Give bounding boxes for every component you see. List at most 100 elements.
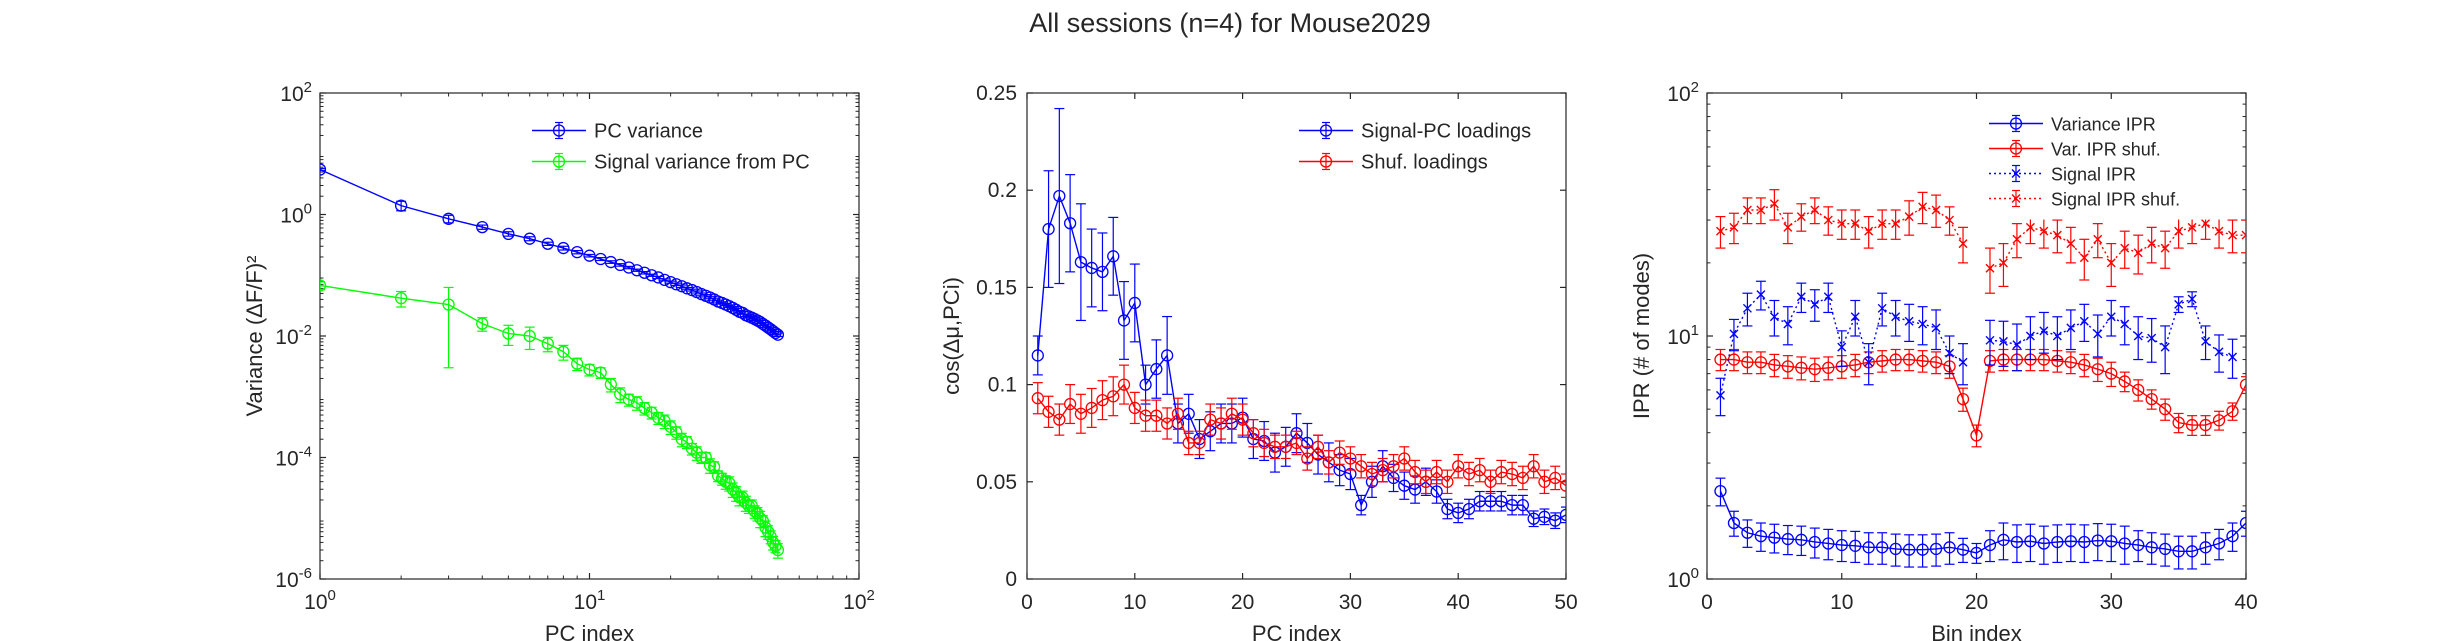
data-point (2078, 535, 2091, 549)
data-point (1193, 436, 1206, 450)
y-axis-label: Variance (ΔF/F)² (242, 256, 267, 417)
series-line (1720, 202, 2246, 269)
data-point (1516, 498, 1530, 512)
data-point (2037, 537, 2051, 550)
data-point (1985, 335, 1995, 345)
data-point (2039, 326, 2049, 336)
data-point (1756, 290, 1766, 300)
data-point (1549, 471, 1562, 485)
figure-title: All sessions (n=4) for Mouse2029 (1029, 8, 1431, 38)
data-point (1139, 378, 1152, 391)
x-tick-label: 0 (1701, 591, 1713, 614)
data-point (1074, 255, 1088, 269)
data-point (1958, 357, 1968, 367)
data-point (652, 271, 665, 284)
legend-marker (2011, 169, 2021, 178)
legend: PC variance Signal variance from PC (521, 102, 848, 190)
data-point (1031, 392, 1044, 405)
data-point (1729, 329, 1739, 339)
data-point (2160, 243, 2170, 253)
data-point (394, 291, 408, 305)
data-point (1096, 394, 1109, 407)
data-point (2226, 405, 2239, 418)
data-point (1074, 407, 1088, 420)
legend-marker (2011, 194, 2021, 203)
x-tick-label: 20 (1965, 591, 1988, 614)
x-axis-label: PC index (545, 621, 634, 641)
data-point (1970, 429, 1983, 442)
data-point (604, 255, 617, 269)
data-point (1247, 427, 1260, 440)
data-point (1160, 349, 1174, 362)
data-point (2079, 253, 2089, 263)
data-point (1462, 502, 1476, 516)
data-point (2025, 331, 2035, 341)
data-point (2025, 222, 2035, 232)
y-axis-label: cos(Δμ,PCi) (939, 277, 964, 395)
series-line (1720, 358, 2246, 439)
data-point (2145, 392, 2158, 406)
data-point (523, 329, 536, 343)
plot-area (320, 163, 785, 559)
data-point (1333, 446, 1346, 459)
data-point (1559, 479, 1566, 492)
data-point (523, 232, 536, 245)
data-point (1236, 413, 1249, 426)
data-point (1902, 353, 1916, 366)
x-tick-label: 100 (304, 587, 336, 614)
data-point (1983, 538, 1997, 552)
series-2 (320, 279, 785, 559)
data-point (1916, 543, 1929, 556)
y-tick-label: 10-4 (275, 444, 312, 471)
data-point (622, 261, 636, 274)
data-point (2024, 535, 2037, 548)
data-point (1322, 456, 1335, 469)
data-point (2241, 230, 2246, 240)
data-point (1452, 460, 1465, 473)
data-point (699, 451, 712, 464)
data-point (2158, 542, 2172, 556)
y-tick-label: 0.05 (976, 471, 1017, 494)
data-point (2147, 239, 2157, 249)
legend: Variance IPR Var. IPR shuf. Signal IPR Sign… (1978, 102, 2235, 220)
data-point (2214, 226, 2224, 236)
data-point (1850, 312, 1860, 322)
data-point (1376, 463, 1389, 477)
data-point (658, 273, 671, 287)
data-point (502, 327, 515, 340)
legend-marker (1319, 155, 1333, 168)
data-point (1891, 219, 1901, 229)
x-tick-label: 102 (843, 587, 875, 614)
data-point (1441, 475, 1454, 488)
data-point (1516, 471, 1530, 485)
data-point (1918, 319, 1928, 329)
series-line (1037, 383, 1566, 487)
data-point (1714, 484, 1727, 498)
legend-marker (552, 124, 566, 137)
data-point (1835, 538, 1848, 552)
data-point (1042, 222, 1055, 236)
data-point (1795, 361, 1808, 374)
data-point (2145, 541, 2158, 554)
data-point (2120, 319, 2130, 329)
data-point (2064, 356, 2077, 369)
data-point (2118, 537, 2131, 550)
data-point (2185, 545, 2199, 558)
data-point (1559, 508, 1566, 521)
data-point (1929, 356, 1943, 369)
data-point (1956, 543, 1970, 556)
data-point (2226, 530, 2239, 543)
data-point (502, 227, 515, 241)
y-tick-label: 0 (1005, 568, 1017, 591)
data-point (2201, 336, 2211, 346)
y-axis-label: IPR (# of modes) (1629, 253, 1654, 419)
data-point (2212, 414, 2226, 427)
x-tick-label: 10 (1123, 591, 1146, 614)
data-point (1430, 485, 1443, 498)
data-point (670, 278, 683, 291)
data-point (1742, 205, 1752, 215)
data-point (1783, 319, 1793, 329)
data-point (1783, 222, 1793, 232)
legend: Signal-PC loadings Shuf. loadings (1288, 102, 1555, 190)
series-1 (320, 163, 785, 341)
